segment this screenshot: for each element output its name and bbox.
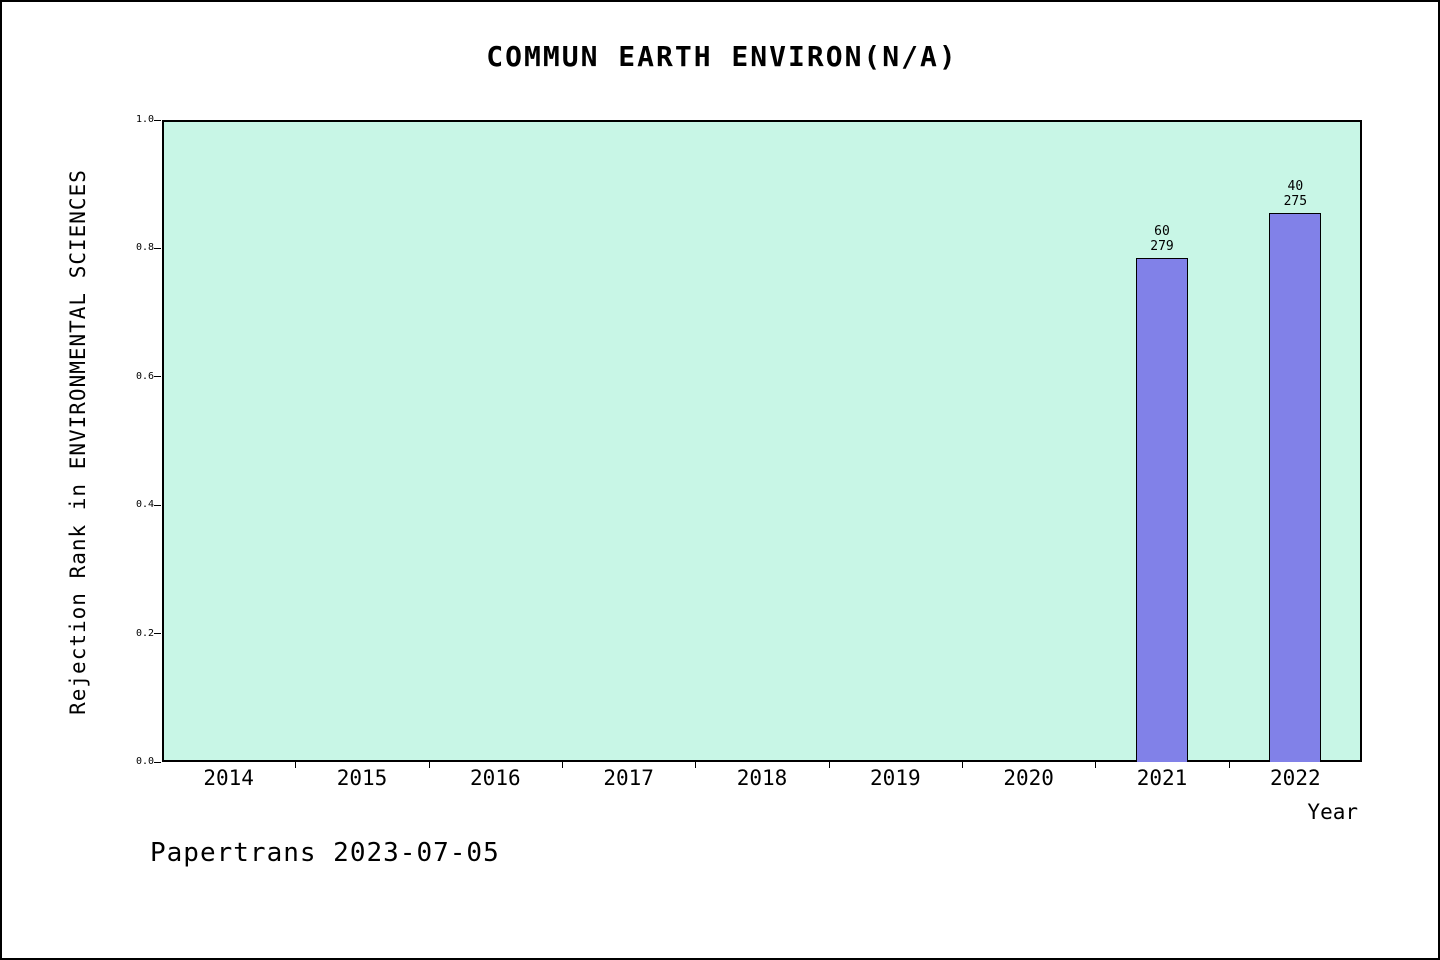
y-tick-mark (154, 247, 161, 249)
chart-bar (1269, 213, 1322, 762)
footer-text: Papertrans 2023-07-05 (150, 838, 500, 868)
x-tick-mark (295, 762, 297, 768)
x-tick-label: 2021 (1136, 766, 1188, 790)
y-tick-label: 0.0 (135, 756, 154, 767)
x-tick-mark (695, 762, 697, 768)
x-tick-label: 2018 (736, 766, 788, 790)
chart-title: COMMUN EARTH ENVIRON(N/A) (486, 40, 958, 73)
x-tick-label: 2016 (470, 766, 521, 790)
chart-bar (1136, 258, 1188, 762)
y-tick-label: 0.6 (135, 370, 154, 382)
x-tick-label: 2014 (203, 766, 254, 790)
y-tick-label: 1.0 (135, 114, 154, 125)
x-tick-mark (828, 762, 830, 768)
y-tick-mark (154, 633, 161, 635)
x-tick-label: 2017 (603, 766, 654, 790)
y-tick-mark (154, 376, 161, 378)
bar-value-label: 60 279 (1102, 224, 1222, 254)
bar-label-denominator: 279 (1150, 239, 1174, 255)
x-tick-label: 2020 (1003, 766, 1054, 790)
x-tick-mark (562, 762, 563, 768)
bar-label-denominator: 275 (1283, 194, 1308, 210)
x-tick-mark (428, 762, 430, 768)
x-tick-mark (1228, 762, 1230, 768)
y-tick-label: 0.4 (135, 499, 154, 511)
y-tick-mark (154, 119, 161, 121)
x-tick-label: 2019 (870, 766, 921, 790)
x-tick-mark (962, 762, 963, 768)
y-tick-label: 0.2 (135, 627, 154, 639)
y-tick-mark (154, 504, 161, 506)
y-axis-label: Rejection Rank in ENVIRONMENTAL SCIENCES (66, 169, 90, 715)
y-tick-label: 0.8 (135, 242, 154, 254)
x-axis-label: Year (1307, 800, 1358, 824)
bar-label-numerator: 40 (1287, 179, 1304, 195)
x-tick-label: 2022 (1270, 766, 1321, 790)
y-tick-mark (154, 761, 161, 763)
bar-label-numerator: 60 (1154, 224, 1170, 240)
x-tick-label: 2015 (336, 766, 388, 790)
bar-value-label: 40 275 (1235, 179, 1355, 209)
x-tick-mark (1095, 762, 1097, 768)
